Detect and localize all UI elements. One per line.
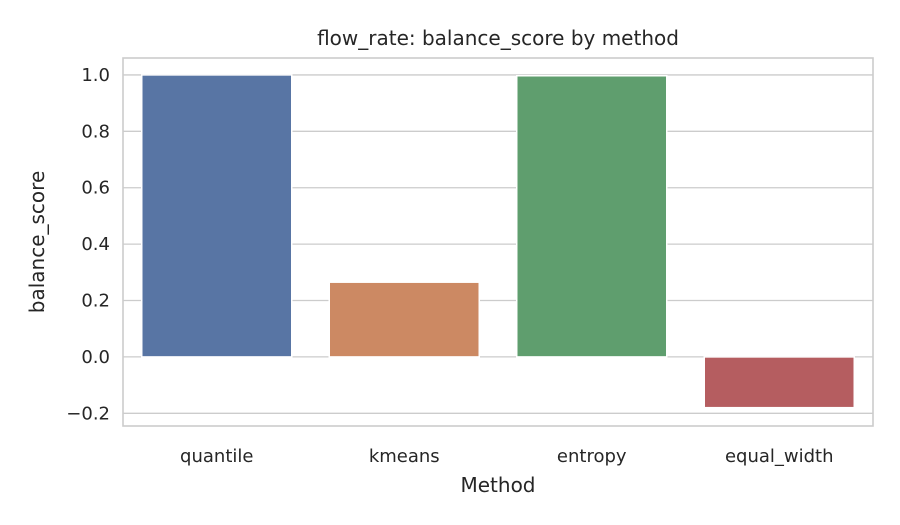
y-axis-ticks: −0.2 0.0 0.2 0.4 0.6 0.8 1.0: [66, 65, 110, 424]
y-tick-label: 0.2: [81, 291, 110, 312]
y-axis-label: balance_score: [25, 171, 49, 313]
x-tick-label: entropy: [557, 446, 627, 467]
plot-frame: [122, 57, 874, 427]
x-axis-ticks: quantile kmeans entropy equal_width: [180, 446, 833, 467]
chart-title: flow_rate: balance_score by method: [317, 26, 679, 50]
y-tick-label: 1.0: [81, 65, 110, 86]
y-tick-label: 0.4: [81, 234, 110, 255]
bar-equal-width: [703, 356, 855, 409]
x-tick-label: kmeans: [369, 446, 440, 467]
y-tick-label: −0.2: [66, 403, 110, 424]
bar-entropy: [516, 75, 668, 358]
y-tick-label: 0.8: [81, 121, 110, 142]
bar-quantile: [141, 74, 293, 358]
y-tick-label: 0.6: [81, 178, 110, 199]
x-tick-label: quantile: [180, 446, 253, 467]
x-tick-label: equal_width: [725, 446, 834, 467]
y-tick-label: 0.0: [81, 347, 110, 368]
x-axis-label: Method: [460, 473, 535, 497]
bars: [141, 74, 855, 409]
bar-kmeans: [328, 281, 480, 358]
